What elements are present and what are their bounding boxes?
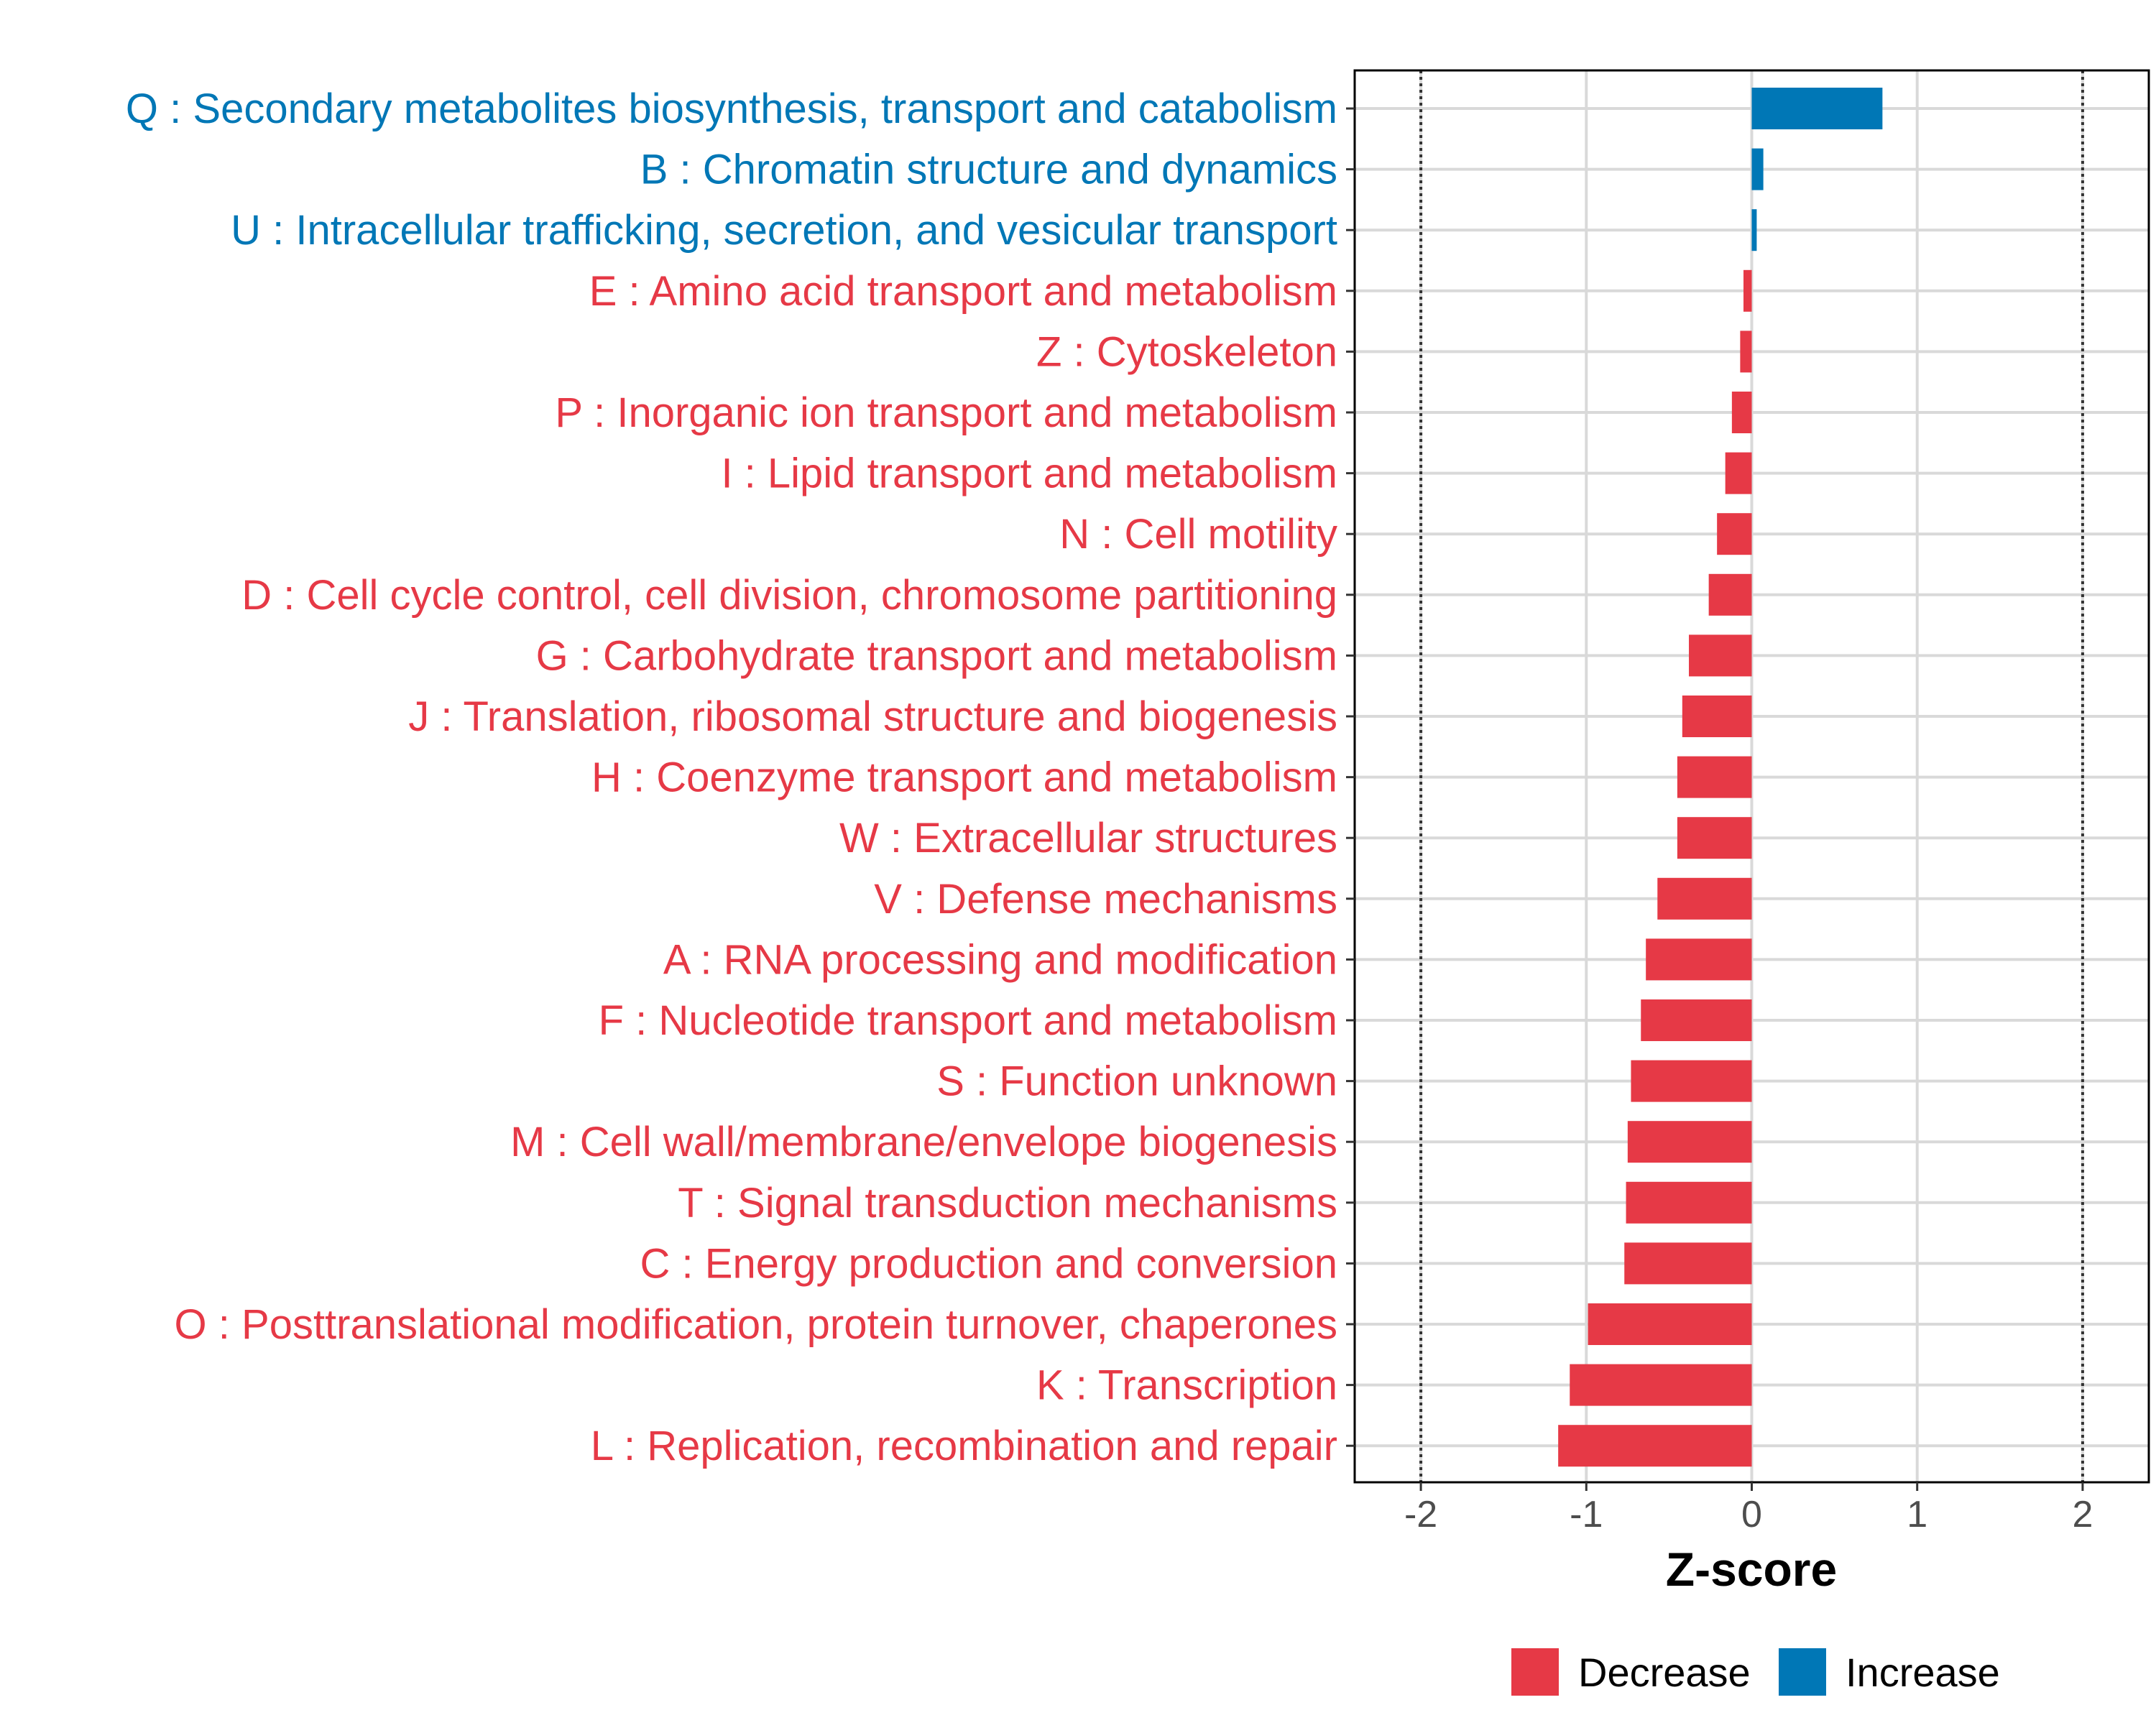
bar [1627,1121,1752,1163]
bar [1682,696,1752,737]
bar [1677,817,1752,859]
x-axis-title: Z-score [1666,1543,1837,1596]
category-label: H : Coenzyme transport and metabolism [591,754,1337,801]
category-label: W : Extracellular structures [839,815,1337,861]
bar [1677,756,1752,798]
category-label: F : Nucleotide transport and metabolism [599,997,1337,1044]
category-label: V : Defense mechanisms [874,876,1337,923]
category-label: I : Lipid transport and metabolism [721,451,1337,497]
x-tick-label: -2 [1404,1494,1437,1535]
category-label: U : Intracellular trafficking, secretion… [231,207,1337,254]
category-label: J : Translation, ribosomal structure and… [408,693,1337,740]
bar [1570,1364,1752,1406]
bar [1626,1181,1752,1224]
category-label: E : Amino acid transport and metabolism [589,268,1337,315]
x-tick-label: 2 [2072,1494,2093,1535]
legend-label: Increase [1846,1650,2000,1695]
y-tick-layer [1346,107,1355,1447]
x-tick-layer: -2 -1 0 1 2 [1404,1482,2093,1535]
category-label: Z : Cytoskeleton [1036,328,1337,375]
bar [1558,1425,1752,1467]
category-label: T : Signal transduction mechanisms [678,1180,1337,1226]
category-label-layer: Q : Secondary metabolites biosynthesis, … [126,86,1337,1469]
category-label: B : Chromatin structure and dynamics [640,147,1337,193]
bar [1657,877,1752,920]
bar [1631,1060,1752,1102]
category-label: M : Cell wall/membrane/envelope biogenes… [510,1119,1337,1165]
category-label: C : Energy production and conversion [640,1240,1337,1287]
bar [1624,1242,1752,1285]
category-label: A : RNA processing and modification [663,936,1337,983]
bar [1751,88,1883,129]
bar [1689,634,1752,677]
category-label: S : Function unknown [936,1058,1337,1105]
bar [1641,999,1752,1041]
category-label: P : Inorganic ion transport and metaboli… [555,389,1337,436]
reference-line-layer [1419,70,2084,1482]
x-tick-label: 1 [1907,1494,1927,1535]
legend-key [1779,1648,1826,1696]
category-label: D : Cell cycle control, cell division, c… [241,572,1337,619]
bar-layer [1558,88,1883,1467]
category-label: O : Posttranslational modification, prot… [175,1301,1337,1348]
x-tick-label: -1 [1570,1494,1603,1535]
bar [1740,331,1752,373]
category-label: Q : Secondary metabolites biosynthesis, … [126,86,1337,132]
bar [1751,148,1764,190]
category-label: K : Transcription [1036,1362,1337,1409]
bar [1725,452,1752,494]
bar [1731,392,1752,433]
category-label: N : Cell motility [1059,511,1337,558]
legend-label: Decrease [1578,1650,1751,1695]
x-tick-label: 0 [1741,1494,1762,1535]
bar [1751,209,1757,251]
legend-key [1511,1648,1559,1696]
bar [1743,269,1752,312]
category-label: G : Carbohydrate transport and metabolis… [536,632,1337,679]
bar [1646,938,1752,981]
bar [1588,1303,1752,1345]
bar [1717,513,1752,555]
legend: Decrease Increase [1511,1648,2000,1696]
bar [1708,573,1752,616]
category-label: L : Replication, recombination and repai… [591,1423,1337,1469]
